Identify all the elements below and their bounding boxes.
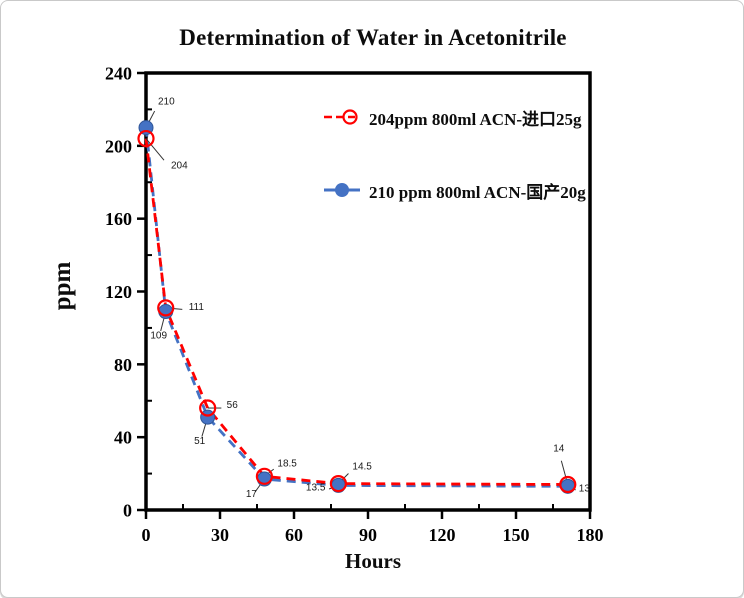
point-label: 51 xyxy=(194,436,206,447)
point-label: 56 xyxy=(227,400,239,411)
point-label: 109 xyxy=(150,331,167,342)
point-label: 14 xyxy=(553,444,565,455)
y-tick-label: 40 xyxy=(114,428,132,448)
point-label: 204 xyxy=(171,161,188,172)
data-point-open xyxy=(137,129,155,148)
x-tick-label: 180 xyxy=(577,525,604,545)
data-point-open xyxy=(559,475,577,494)
x-axis-label: Hours xyxy=(344,549,401,573)
y-tick-label: 200 xyxy=(105,136,132,156)
x-tick-label: 120 xyxy=(429,525,456,545)
x-tick-label: 150 xyxy=(503,525,530,545)
y-tick-label: 0 xyxy=(123,501,132,521)
y-axis-label: ppm xyxy=(49,261,76,311)
point-label: 13 xyxy=(579,483,591,494)
point-label: 18.5 xyxy=(277,458,297,469)
legend-marker-solid-filled-circle-icon xyxy=(324,183,360,197)
point-label: 111 xyxy=(189,302,205,313)
chart-title: Determination of Water in Acetonitrile xyxy=(179,25,567,50)
y-tick-label: 160 xyxy=(105,209,132,229)
series-line-0 xyxy=(144,138,568,486)
legend: 204ppm 800ml ACN-进口25g 210 ppm 800ml ACN… xyxy=(323,103,586,249)
legend-item-domestic-20g: 210 ppm 800ml ACN-国产20g xyxy=(323,176,586,204)
y-tick-label: 120 xyxy=(105,282,132,302)
legend-label-domestic: 210 ppm 800ml ACN-国产20g xyxy=(369,182,586,202)
data-point-open xyxy=(199,399,217,417)
data-point-open xyxy=(255,467,273,485)
y-tick-label: 80 xyxy=(114,355,132,375)
legend-marker-dashed-open-circle-icon xyxy=(324,109,358,125)
point-label: 210 xyxy=(158,97,175,108)
x-tick-label: 30 xyxy=(211,525,229,545)
legend-label-import: 204ppm 800ml ACN-进口25g xyxy=(369,109,582,129)
x-tick-label: 90 xyxy=(359,525,377,545)
x-tick-label: 0 xyxy=(142,525,151,545)
data-point-open xyxy=(157,299,175,317)
legend-item-import-25g: 204ppm 800ml ACN-进口25g xyxy=(323,103,586,131)
point-label: 14.5 xyxy=(352,462,372,473)
data-point-open xyxy=(329,474,347,493)
point-label: 13.5 xyxy=(306,482,326,493)
x-tick-label: 60 xyxy=(285,525,303,545)
annotation-leader xyxy=(145,138,165,161)
point-label: 17 xyxy=(246,489,258,500)
y-tick-label: 240 xyxy=(105,64,132,84)
